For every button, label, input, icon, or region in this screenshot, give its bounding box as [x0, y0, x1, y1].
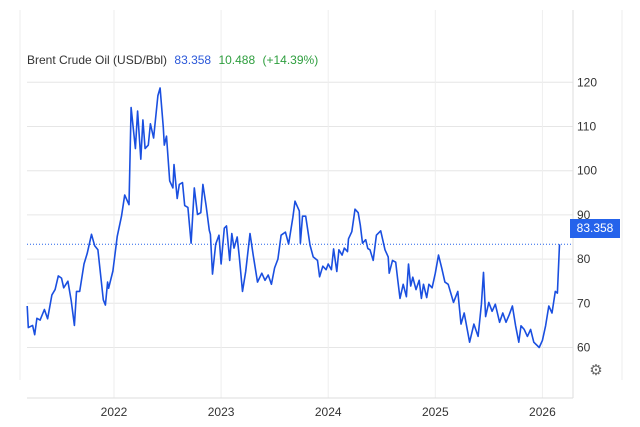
y-tick-label: 120 [577, 75, 597, 89]
chart-header: Brent Crude Oil (USD/Bbl) 83.358 10.488 … [27, 53, 322, 67]
y-tick-label: 80 [577, 252, 591, 266]
y-tick-label: 100 [577, 164, 597, 178]
x-tick-label: 2022 [101, 405, 128, 419]
last-value: 83.358 [174, 53, 212, 67]
x-tick-label: 2024 [315, 405, 342, 419]
chart-title: Brent Crude Oil (USD/Bbl) [27, 53, 168, 67]
change-percent: (+14.39%) [262, 53, 319, 67]
x-tick-label: 2026 [529, 405, 556, 419]
change-value: 10.488 [218, 53, 256, 67]
x-tick-label: 2025 [422, 405, 449, 419]
y-tick-label: 110 [577, 120, 596, 134]
settings-gear-icon[interactable]: ⚙ [589, 362, 603, 379]
y-tick-label: 90 [577, 208, 591, 222]
y-tick-label: 70 [577, 296, 591, 310]
last-value-label: 83.358 [570, 219, 620, 238]
y-tick-label: 60 [577, 341, 591, 355]
x-tick-label: 2023 [208, 405, 235, 419]
price-line [26, 87, 561, 349]
